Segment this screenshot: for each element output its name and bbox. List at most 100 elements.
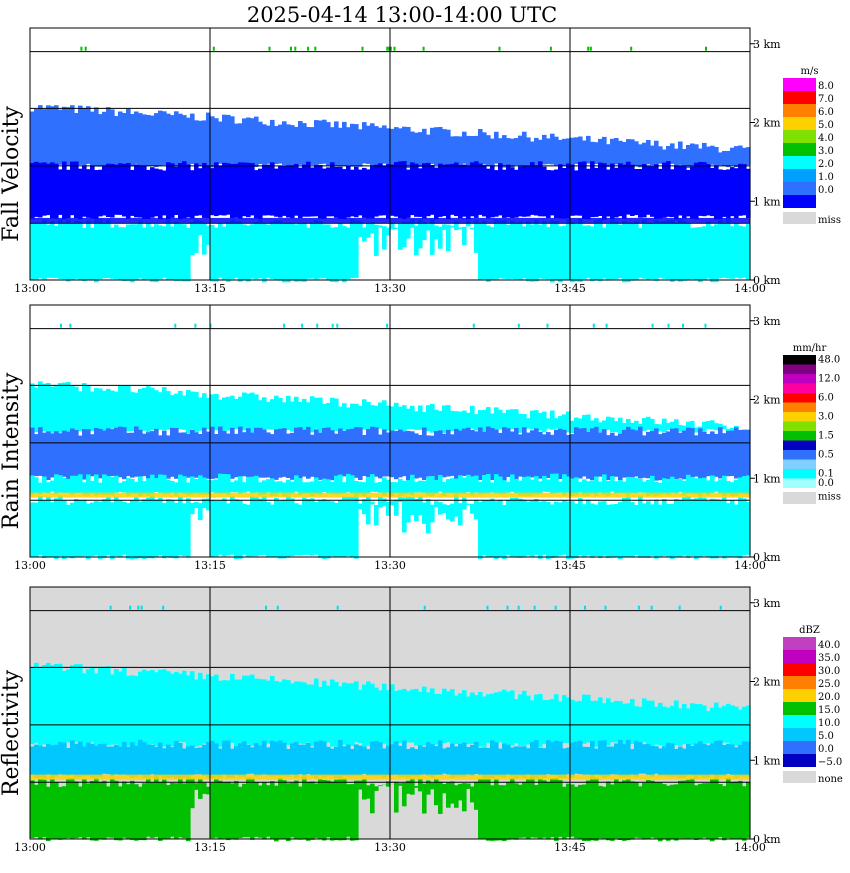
echo-cell: [82, 500, 87, 557]
echo-cell: [534, 166, 539, 215]
echo-cell: [450, 689, 455, 745]
echo-cell: [554, 430, 559, 480]
insect-mark: [332, 324, 334, 328]
echo-cell: [426, 405, 431, 431]
echo-cell: [106, 666, 111, 745]
echo-cell: [490, 227, 495, 280]
echo-cell: [238, 222, 243, 282]
echo-cell: [230, 749, 235, 778]
echo-cell: [306, 427, 311, 479]
echo-cell: [138, 740, 143, 775]
echo-cell: [378, 742, 383, 775]
echo-cell: [650, 223, 655, 279]
time-tick-label: 13:00: [14, 559, 46, 572]
echo-cell: [218, 223, 223, 278]
echo-cell: [646, 701, 651, 744]
echo-cell: [114, 745, 119, 774]
echo-cell: [514, 428, 519, 480]
legend-swatch: [783, 412, 816, 422]
legend-swatch: [783, 741, 816, 754]
echo-cell: [470, 693, 475, 745]
echo-cell: [722, 497, 727, 558]
echo-cell: [222, 115, 227, 164]
echo-cell: [338, 500, 343, 557]
echo-cell: [358, 690, 363, 743]
echo-cell: [62, 431, 67, 477]
echo-cell: [202, 428, 207, 478]
echo-cell: [506, 782, 511, 840]
echo-cell: [374, 741, 379, 776]
echo-cell: [166, 480, 171, 495]
echo-cell: [130, 392, 135, 431]
echo-cell: [182, 476, 187, 494]
echo-cell: [646, 417, 651, 430]
echo-cell: [150, 475, 155, 495]
echo-cell: [518, 785, 523, 838]
echo-cell: [126, 225, 131, 281]
echo-cell: [322, 120, 327, 164]
echo-cell: [586, 136, 591, 164]
echo-cell: [370, 123, 375, 167]
echo-cell: [98, 667, 103, 747]
echo-cell: [538, 694, 543, 747]
echo-cell: [418, 168, 423, 217]
echo-cell: [70, 503, 75, 559]
echo-cell: [278, 125, 283, 164]
echo-cell: [670, 785, 675, 839]
echo-cell: [190, 671, 195, 745]
legend-label: 5.0: [818, 120, 834, 131]
echo-cell: [70, 105, 75, 164]
echo-cell: [174, 503, 179, 559]
echo-cell: [282, 223, 287, 282]
echo-cell: [494, 132, 499, 164]
echo-cell: [434, 501, 439, 507]
echo-cell: [590, 421, 595, 430]
echo-cell: [218, 501, 223, 555]
echo-cell: [542, 135, 547, 165]
echo-cell: [170, 115, 175, 165]
echo-cell: [294, 742, 299, 778]
echo-cell: [610, 220, 615, 280]
echo-cell: [682, 749, 687, 778]
echo-cell: [486, 226, 491, 282]
echo-cell: [742, 741, 747, 776]
echo-cell: [498, 477, 503, 495]
echo-cell: [654, 141, 659, 168]
echo-cell: [402, 689, 407, 743]
echo-cell: [578, 219, 583, 282]
echo-cell: [434, 694, 439, 745]
echo-cell: [146, 778, 151, 836]
echo-cell: [134, 426, 139, 476]
time-tick-label: 14:00: [734, 282, 766, 295]
echo-cell: [562, 695, 567, 743]
echo-cell: [154, 500, 159, 557]
echo-cell: [230, 396, 235, 430]
legend-label: 5.0: [818, 731, 834, 742]
echo-cell: [222, 474, 227, 493]
echo-cell: [30, 223, 35, 281]
echo-cell: [690, 746, 695, 776]
echo-cell: [526, 137, 531, 166]
echo-cell: [326, 428, 331, 480]
echo-cell: [126, 433, 131, 476]
echo-cell: [374, 126, 379, 168]
echo-cell: [374, 505, 379, 525]
echo-cell: [614, 168, 619, 218]
echo-cell: [346, 228, 351, 280]
echo-cell: [262, 783, 267, 840]
echo-cell: [702, 432, 707, 479]
echo-cell: [698, 428, 703, 478]
insect-mark: [129, 606, 131, 610]
legend-swatch: [783, 469, 816, 479]
echo-cell: [118, 385, 123, 430]
echo-cell: [370, 784, 375, 814]
echo-cell: [154, 747, 159, 778]
echo-cell: [518, 747, 523, 777]
echo-cell: [318, 221, 323, 278]
echo-cell: [634, 430, 639, 476]
insect-mark: [587, 47, 589, 51]
echo-cell: [430, 505, 435, 523]
echo-cell: [490, 740, 495, 778]
echo-cell: [666, 708, 671, 747]
echo-cell: [422, 163, 427, 218]
